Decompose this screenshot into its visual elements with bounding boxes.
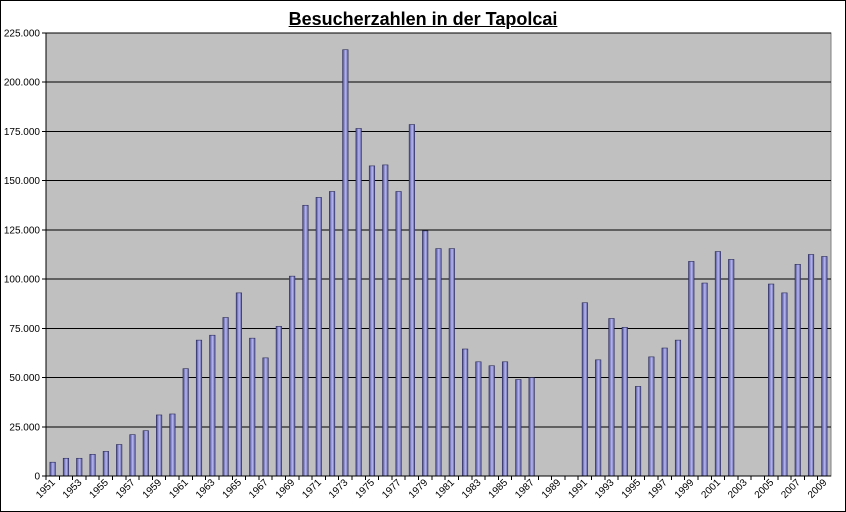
bar-1971 xyxy=(315,197,322,477)
bar-1954 xyxy=(89,454,96,477)
bar-2008 xyxy=(807,254,815,477)
bar-1964 xyxy=(222,317,229,477)
bar-1982 xyxy=(462,348,469,477)
bar-1994 xyxy=(621,327,628,477)
chart-title: Besucherzahlen in der Tapolcai xyxy=(288,9,558,29)
bar-1951 xyxy=(49,461,56,477)
x-tick-label: 1989 xyxy=(540,477,564,501)
bar-2007 xyxy=(794,264,801,477)
x-tick-label: 2009 xyxy=(806,477,830,501)
bar-1985 xyxy=(501,361,509,477)
bar-1959 xyxy=(156,414,163,477)
x-tick-label: 1979 xyxy=(407,477,431,501)
x-tick-label: 1991 xyxy=(566,477,590,501)
x-tick-label: 2003 xyxy=(726,477,750,501)
x-tick-label: 1955 xyxy=(87,477,111,501)
bar-1952 xyxy=(62,457,70,477)
y-tick-label: 125.000 xyxy=(4,225,41,236)
bar-1979 xyxy=(422,230,429,477)
bar-1987 xyxy=(528,377,535,477)
bar-2005 xyxy=(768,283,775,477)
bar-1958 xyxy=(142,430,149,477)
bar-1967 xyxy=(262,357,269,477)
bars xyxy=(49,49,828,477)
bar-1978 xyxy=(408,124,415,477)
bar-1965 xyxy=(235,292,242,477)
bar-1968 xyxy=(275,326,282,477)
bar-1992 xyxy=(595,359,602,477)
bar-2002 xyxy=(728,259,735,477)
y-tick-label: 75.000 xyxy=(9,324,40,335)
bar-1980 xyxy=(435,248,442,477)
bar-1976 xyxy=(382,164,389,477)
y-axis: 0 25.000 50.000 75.000 100.000 125.000 150.000… xyxy=(4,29,47,483)
bar-2001 xyxy=(714,251,721,477)
y-tick-label: 175.000 xyxy=(4,127,41,138)
x-tick-label: 1985 xyxy=(487,477,511,501)
bar-1998 xyxy=(674,339,682,477)
bar-2000 xyxy=(701,282,708,477)
bar-1981 xyxy=(448,248,455,477)
x-tick-label: 2007 xyxy=(779,477,803,501)
x-tick-label: 1965 xyxy=(221,477,245,501)
bar-1984 xyxy=(488,365,495,477)
x-tick-label: 1959 xyxy=(141,477,165,501)
x-tick-label: 1975 xyxy=(354,477,378,501)
bar-1977 xyxy=(395,191,402,477)
y-tick-label: 225.000 xyxy=(4,29,41,40)
x-tick-label: 1957 xyxy=(114,477,138,501)
bar-1983 xyxy=(475,361,482,477)
bar-1961 xyxy=(182,368,189,477)
x-tick-label: 1977 xyxy=(380,477,404,501)
bar-2006 xyxy=(781,292,788,477)
x-tick-label: 2001 xyxy=(700,477,724,501)
bar-1953 xyxy=(76,457,83,477)
bar-1955 xyxy=(102,451,109,477)
x-tick-label: 1967 xyxy=(247,477,271,501)
bar-1997 xyxy=(661,347,668,477)
x-tick-label: 1993 xyxy=(593,477,617,501)
bar-1996 xyxy=(648,356,655,477)
bar-2009 xyxy=(821,256,828,477)
x-tick-label: 1973 xyxy=(327,477,351,501)
bar-1974 xyxy=(355,128,362,477)
x-tick-label: 1997 xyxy=(646,477,670,501)
y-tick-label: 100.000 xyxy=(4,275,41,286)
x-tick-label: 1953 xyxy=(61,477,85,501)
bar-1962 xyxy=(195,339,203,477)
x-tick-label: 1999 xyxy=(673,477,697,501)
bar-1986 xyxy=(515,379,522,477)
bar-1991 xyxy=(581,302,588,477)
x-tick-label: 1981 xyxy=(433,477,457,501)
y-tick-label: 50.000 xyxy=(9,373,40,384)
x-tick-label: 1995 xyxy=(620,477,644,501)
bar-1969 xyxy=(289,275,296,477)
bar-1956 xyxy=(116,444,123,477)
bar-1970 xyxy=(302,204,309,477)
x-tick-label: 1963 xyxy=(194,477,218,501)
bar-1999 xyxy=(688,261,695,477)
x-tick-label: 1971 xyxy=(300,477,324,501)
bar-1957 xyxy=(129,434,136,477)
x-tick-label: 2005 xyxy=(753,477,777,501)
bar-1973 xyxy=(342,49,349,477)
bar-1960 xyxy=(169,413,176,477)
y-tick-label: 0 xyxy=(34,472,40,483)
bar-1963 xyxy=(209,334,216,477)
bar-1993 xyxy=(608,318,615,477)
x-axis: 1951 1953 1955 1957 1959 1961 1963 1965 1967 1969… xyxy=(34,475,831,501)
bar-1995 xyxy=(635,386,642,477)
x-tick-label: 1983 xyxy=(460,477,484,501)
bar-1972 xyxy=(329,191,336,477)
x-tick-label: 1987 xyxy=(513,477,537,501)
y-tick-label: 150.000 xyxy=(4,176,41,187)
bar-1975 xyxy=(368,165,376,477)
bar-1966 xyxy=(249,337,256,477)
y-tick-label: 25.000 xyxy=(9,422,40,433)
y-tick-label: 200.000 xyxy=(4,78,41,89)
x-tick-label: 1969 xyxy=(274,477,298,501)
x-tick-label: 1961 xyxy=(167,477,191,501)
